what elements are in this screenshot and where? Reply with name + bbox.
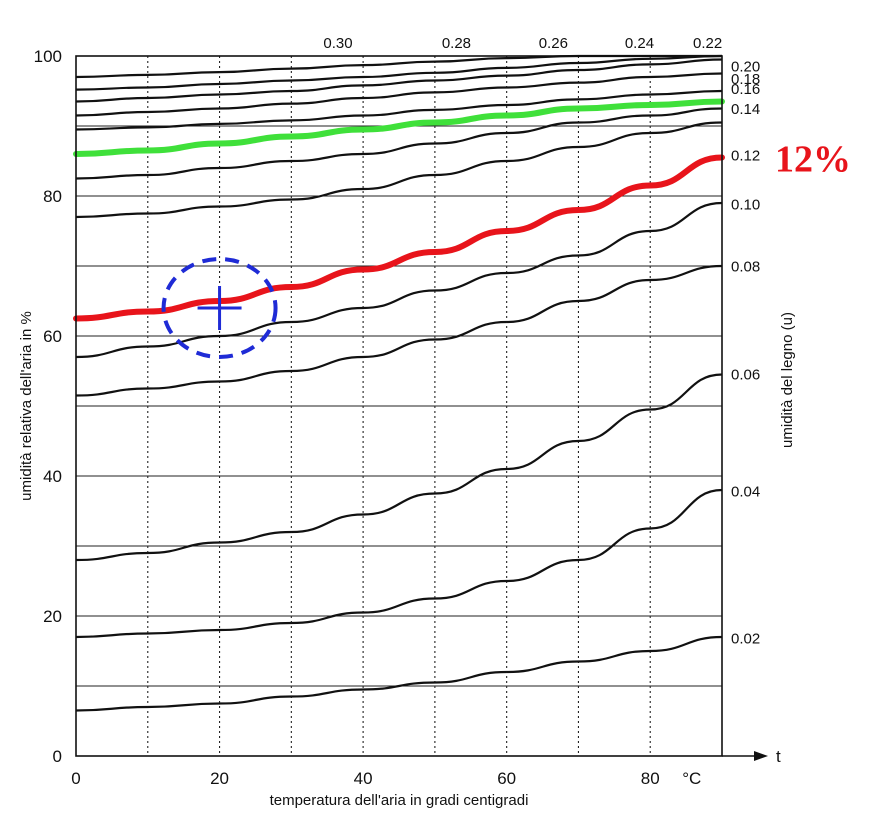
y-tick-label: 20 xyxy=(43,607,62,626)
curve-label-right: 0.18 xyxy=(731,71,760,88)
curve-label-right: 0.12 xyxy=(731,147,760,164)
y-tick-label: 80 xyxy=(43,187,62,206)
y-tick-label: 60 xyxy=(43,327,62,346)
x-tick-label: 0 xyxy=(71,769,80,788)
curve-label-right: 0.20 xyxy=(731,59,760,76)
curve-label-top: 0.26 xyxy=(539,35,568,52)
x-axis-arrow xyxy=(754,751,768,761)
x-axis-title: temperatura dell'aria in gradi centigrad… xyxy=(270,792,529,809)
curve-label-right: 0.16 xyxy=(731,81,760,98)
curve-0-12-highlight xyxy=(73,154,725,322)
curve-0-08 xyxy=(75,264,723,397)
grid xyxy=(76,56,722,756)
curve-0-20 xyxy=(75,72,723,117)
curve-0-18 xyxy=(75,89,723,131)
curve-0-06 xyxy=(75,373,723,562)
plot-border xyxy=(75,55,723,757)
annotations: 12% xyxy=(161,139,851,359)
right-axis-title: umidità del legno (u) xyxy=(779,312,796,448)
curve-unlabeled xyxy=(75,107,723,180)
y-tick-label: 100 xyxy=(34,47,62,66)
y-tick-label: 0 xyxy=(53,747,62,766)
x-unit-label: °C xyxy=(682,769,701,788)
curve-label-right: 0.08 xyxy=(731,259,760,276)
curve-label-right: 0.04 xyxy=(731,483,760,500)
curve-label-top: 0.28 xyxy=(442,35,471,52)
percent-annotation: 12% xyxy=(775,139,851,181)
x-tick-label: 20 xyxy=(210,769,229,788)
x-tick-label: 60 xyxy=(497,769,516,788)
x-axis-end-label: t xyxy=(776,747,781,766)
x-tick-label: 80 xyxy=(641,769,660,788)
y-tick-label: 40 xyxy=(43,467,62,486)
curve-label-top: 0.22 xyxy=(693,35,722,52)
dashed-circle-marker xyxy=(161,257,278,359)
curve-0-10 xyxy=(75,201,723,359)
plot-frame xyxy=(75,55,768,761)
curve-unlabeled xyxy=(75,54,723,91)
curve-0-16-highlight xyxy=(73,98,725,157)
highlighted-curves xyxy=(73,98,725,322)
curve-label-right: 0.02 xyxy=(731,630,760,647)
curve-label-right: 0.06 xyxy=(731,367,760,384)
x-tick-label: 40 xyxy=(354,769,373,788)
curve-unlabeled xyxy=(75,58,723,103)
curve-label-top: 0.30 xyxy=(323,35,352,52)
curve-0-04 xyxy=(75,488,723,639)
curve-label-right: 0.14 xyxy=(731,101,760,118)
moisture-curves xyxy=(75,54,723,712)
curve-label-top: 0.24 xyxy=(625,35,654,52)
labels: t 0 20 40 60 80 °C 0 20 40 60 80 100 temperatura dell… xyxy=(18,35,796,809)
curve-0-14 xyxy=(75,121,723,219)
curve-label-right: 0.10 xyxy=(731,196,760,213)
curve-0-02 xyxy=(75,635,723,712)
y-axis-title: umidità relativa dell'aria in % xyxy=(18,311,35,501)
